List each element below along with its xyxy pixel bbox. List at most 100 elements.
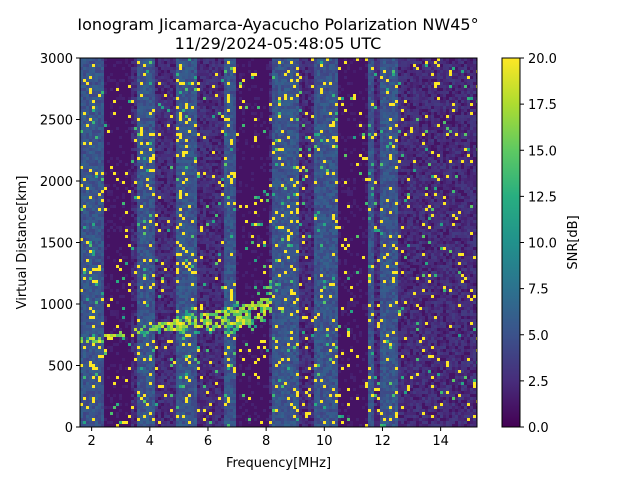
heatmap-cell: [95, 313, 98, 316]
heatmap-cell: [218, 139, 221, 142]
heatmap-cell: [206, 310, 209, 313]
heatmap-cell: [155, 100, 158, 103]
heatmap-cell: [161, 406, 164, 409]
heatmap-cell: [203, 421, 206, 424]
heatmap-cell: [143, 361, 146, 364]
heatmap-cell: [89, 103, 92, 106]
heatmap-cell: [149, 163, 152, 166]
heatmap-cell: [98, 322, 101, 325]
heatmap-cell: [200, 160, 203, 163]
heatmap-cell: [176, 349, 179, 352]
heatmap-cell: [197, 160, 200, 163]
heatmap-cell: [104, 82, 107, 85]
heatmap-cell: [212, 406, 215, 409]
heatmap-cell: [167, 418, 170, 421]
heatmap-cell: [143, 58, 146, 61]
heatmap-cell: [176, 208, 179, 211]
heatmap-cell: [173, 361, 176, 364]
heatmap-cell: [170, 211, 173, 214]
heatmap-cell: [158, 103, 161, 106]
heatmap-cell: [83, 232, 86, 235]
heatmap-cell: [161, 337, 164, 340]
heatmap-cell: [167, 319, 170, 322]
heatmap-cell: [146, 199, 149, 202]
heatmap-cell: [116, 82, 119, 85]
heatmap-cell: [164, 262, 167, 265]
heatmap-cell: [140, 211, 143, 214]
heatmap-cell: [206, 355, 209, 358]
heatmap-cell: [86, 340, 89, 343]
heatmap-cell: [131, 406, 134, 409]
heatmap-cell: [182, 112, 185, 115]
heatmap-cell: [176, 151, 179, 154]
heatmap-cell: [128, 226, 131, 229]
heatmap-cell: [140, 415, 143, 418]
heatmap-cell: [155, 187, 158, 190]
heatmap-cell: [152, 169, 155, 172]
heatmap-cell: [152, 205, 155, 208]
heatmap-cell: [161, 400, 164, 403]
heatmap-cell: [170, 262, 173, 265]
heatmap-cell: [215, 328, 218, 331]
heatmap-cell: [98, 277, 101, 280]
heatmap-cell: [209, 82, 212, 85]
heatmap-cell: [173, 376, 176, 379]
heatmap-cell: [98, 262, 101, 265]
heatmap-cell: [164, 106, 167, 109]
heatmap-cell: [167, 241, 170, 244]
heatmap-cell: [167, 229, 170, 232]
heatmap-cell: [221, 211, 224, 214]
heatmap-cell: [203, 418, 206, 421]
heatmap-cell: [107, 421, 110, 424]
heatmap-cell: [215, 322, 218, 325]
heatmap-cell: [107, 190, 110, 193]
heatmap-cell: [161, 217, 164, 220]
heatmap-cell: [191, 97, 194, 100]
heatmap-cell: [98, 217, 101, 220]
heatmap-cell: [194, 292, 197, 295]
heatmap-cell: [230, 118, 233, 121]
heatmap-cell: [164, 415, 167, 418]
heatmap-cell: [89, 298, 92, 301]
heatmap-cell: [215, 379, 218, 382]
heatmap-cell: [227, 82, 230, 85]
heatmap-cell: [173, 409, 176, 412]
heatmap-cell: [224, 169, 227, 172]
heatmap-cell: [209, 130, 212, 133]
heatmap-cell: [164, 316, 167, 319]
heatmap-cell: [80, 364, 83, 367]
heatmap-cell: [221, 217, 224, 220]
heatmap-cell: [173, 340, 176, 343]
heatmap-cell: [209, 241, 212, 244]
heatmap-cell: [227, 88, 230, 91]
heatmap-cell: [164, 109, 167, 112]
heatmap-cell: [80, 169, 83, 172]
heatmap-cell: [191, 352, 194, 355]
heatmap-cell: [182, 145, 185, 148]
heatmap-cell: [221, 370, 224, 373]
heatmap-cell: [170, 196, 173, 199]
heatmap-cell: [206, 313, 209, 316]
heatmap-cell: [173, 190, 176, 193]
heatmap-cell: [176, 244, 179, 247]
heatmap-cell: [158, 346, 161, 349]
heatmap-cell: [146, 124, 149, 127]
heatmap-cells: [80, 58, 480, 427]
heatmap-cell: [119, 106, 122, 109]
heatmap-cell: [143, 388, 146, 391]
heatmap-cell: [143, 340, 146, 343]
heatmap-cell: [146, 385, 149, 388]
heatmap-cell: [182, 169, 185, 172]
heatmap-cell: [167, 217, 170, 220]
heatmap-cell: [101, 154, 104, 157]
heatmap-cell: [227, 106, 230, 109]
heatmap-cell: [92, 283, 95, 286]
heatmap-cell: [143, 277, 146, 280]
heatmap-cell: [200, 184, 203, 187]
heatmap-cell: [158, 148, 161, 151]
heatmap-cell: [80, 232, 83, 235]
heatmap-cell: [98, 253, 101, 256]
heatmap-cell: [215, 193, 218, 196]
heatmap-cell: [164, 250, 167, 253]
heatmap-cell: [182, 241, 185, 244]
